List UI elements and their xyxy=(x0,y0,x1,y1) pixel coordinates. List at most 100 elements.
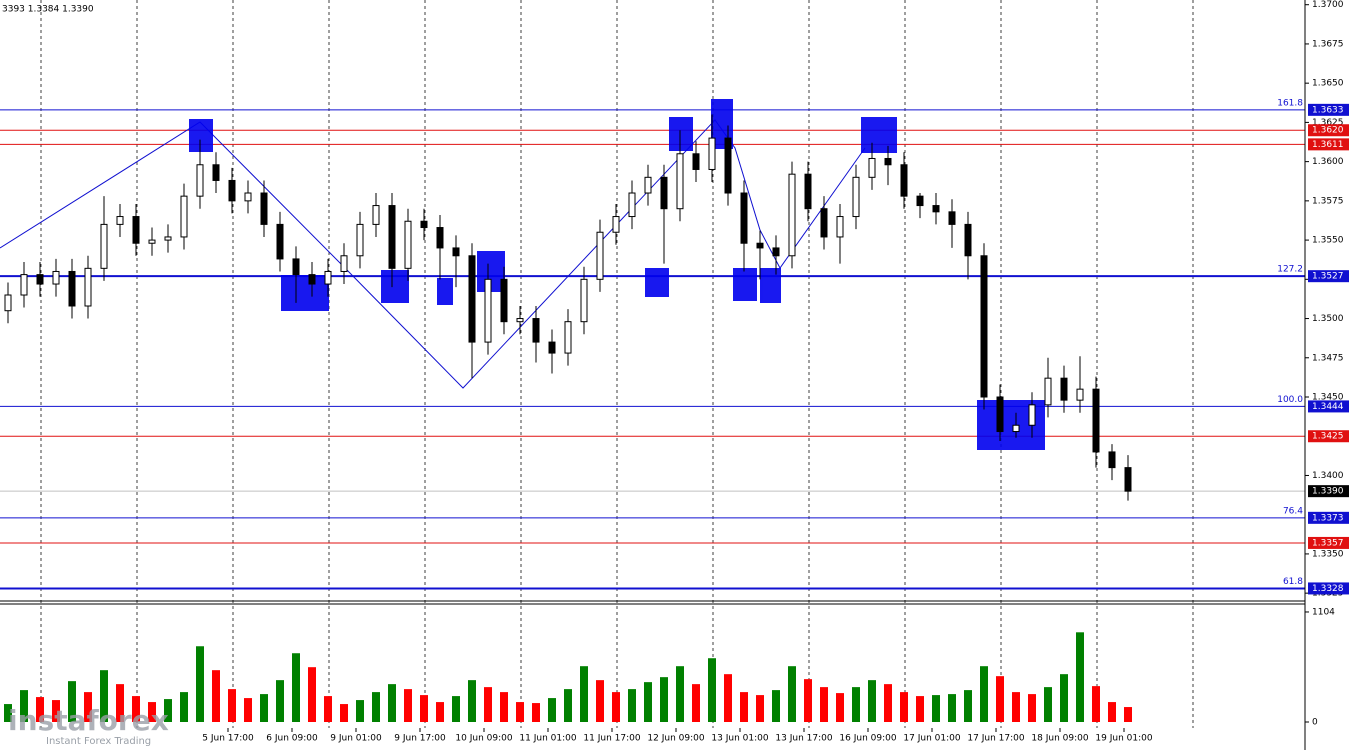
x-tick-label: 9 Jun 17:00 xyxy=(394,734,446,744)
volume-bar xyxy=(820,687,828,722)
volume-bar xyxy=(980,666,988,722)
volume-bar xyxy=(228,689,236,722)
candle-body xyxy=(68,270,76,307)
x-tick-label: 10 Jun 09:00 xyxy=(455,734,512,744)
box xyxy=(189,119,213,152)
candle-body xyxy=(804,173,812,210)
candle-body xyxy=(932,205,940,213)
volume-bar xyxy=(68,681,76,722)
volume-bar xyxy=(276,680,284,722)
candle-body xyxy=(436,227,444,249)
volume-bar xyxy=(692,684,700,722)
candle-body xyxy=(276,223,284,260)
box xyxy=(733,268,757,301)
candle-body xyxy=(788,173,796,257)
x-tick-label: 13 Jun 17:00 xyxy=(775,734,832,744)
volume-bar xyxy=(900,692,908,722)
volume-bar xyxy=(388,684,396,722)
volume-bar xyxy=(1060,674,1068,722)
candle-body xyxy=(1028,404,1036,426)
level-label-box xyxy=(1308,124,1349,137)
volume-tick-label: 0 xyxy=(1312,718,1318,728)
level-label-box xyxy=(1308,485,1349,498)
volume-bar xyxy=(116,684,124,722)
volume-bar xyxy=(884,684,892,722)
volume-bar xyxy=(180,692,188,722)
candle-body xyxy=(1108,451,1116,469)
volume-bar xyxy=(436,702,444,722)
candle-body xyxy=(452,247,460,257)
volume-tick-label: 1104 xyxy=(1312,607,1335,617)
box xyxy=(381,270,409,303)
volume-bar xyxy=(516,702,524,722)
volume-bar xyxy=(660,677,668,722)
y-tick-label: 1.3700 xyxy=(1312,0,1344,10)
x-tick-label: 12 Jun 09:00 xyxy=(647,734,704,744)
y-tick-label: 1.3650 xyxy=(1312,79,1344,89)
candle-body xyxy=(228,179,236,202)
x-tick-label: 16 Jun 09:00 xyxy=(839,734,896,744)
volume-bar xyxy=(404,689,412,722)
candle-body xyxy=(1012,424,1020,433)
volume-bar xyxy=(740,692,748,722)
volume-bar xyxy=(212,670,220,722)
candle-body xyxy=(996,396,1004,433)
volume-bar xyxy=(772,690,780,722)
level-label: 1.3611 xyxy=(1312,140,1344,150)
candle-body xyxy=(372,205,380,225)
candle-body xyxy=(916,195,924,207)
candle-body xyxy=(628,192,636,218)
level-label: 1.3527 xyxy=(1312,272,1344,282)
volume-bar xyxy=(308,667,316,722)
volume-bar xyxy=(20,690,28,722)
candle-body xyxy=(708,137,716,170)
volume-bar xyxy=(1108,702,1116,722)
volume-bar xyxy=(564,689,572,722)
candle-body xyxy=(36,274,44,285)
fib-label: 100.0 xyxy=(1277,395,1303,405)
volume-bar xyxy=(788,666,796,722)
volume-bar xyxy=(916,696,924,722)
candle-body xyxy=(852,176,860,218)
candle-body xyxy=(516,318,524,323)
candles-layer xyxy=(4,114,1132,722)
volume-bar xyxy=(484,687,492,722)
candle-body xyxy=(84,267,92,307)
volume-bar xyxy=(52,700,60,722)
candle-body xyxy=(324,270,332,285)
candle-body xyxy=(532,318,540,343)
candle-body xyxy=(292,258,300,276)
candle-body xyxy=(740,192,748,244)
volume-bar xyxy=(244,698,252,722)
candle-body xyxy=(692,153,700,170)
box xyxy=(281,275,329,311)
candle-body xyxy=(948,211,956,225)
candle-body xyxy=(196,164,204,197)
candle-body xyxy=(340,255,348,272)
volume-bar xyxy=(644,682,652,722)
volume-bar xyxy=(164,699,172,722)
candle-body xyxy=(148,239,156,244)
boxes xyxy=(189,99,1045,450)
level-label: 1.3425 xyxy=(1312,432,1344,442)
x-tick-label: 19 Jun 01:00 xyxy=(1095,734,1152,744)
volume-bar xyxy=(292,653,300,722)
candle-body xyxy=(20,274,28,296)
volume-bar xyxy=(708,658,716,722)
candle-body xyxy=(132,216,140,244)
volume-bar xyxy=(340,704,348,722)
candle-body xyxy=(1044,377,1052,406)
candle-body xyxy=(676,153,684,210)
volume-bar xyxy=(148,702,156,722)
volume-bar xyxy=(756,695,764,722)
candle-body xyxy=(1076,388,1084,401)
volume-bar xyxy=(468,680,476,722)
volume-bar xyxy=(356,700,364,722)
candle-body xyxy=(868,157,876,178)
fib-label: 161.8 xyxy=(1277,98,1303,108)
candle-body xyxy=(548,341,556,354)
volume-bar xyxy=(132,696,140,722)
volume-bar xyxy=(724,674,732,722)
volume-bar xyxy=(500,692,508,722)
